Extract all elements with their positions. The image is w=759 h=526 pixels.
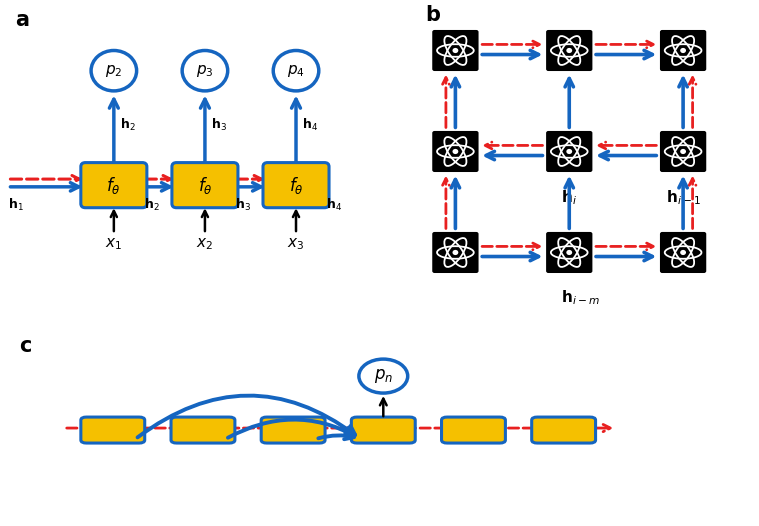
Text: $p_n$: $p_n$	[373, 367, 393, 385]
Text: c: c	[19, 336, 31, 356]
Text: $\mathbf{h}_2$: $\mathbf{h}_2$	[144, 197, 160, 214]
Text: $\mathbf{h}_3$: $\mathbf{h}_3$	[211, 117, 226, 134]
Circle shape	[452, 149, 458, 154]
Text: $\mathbf{h}_4$: $\mathbf{h}_4$	[302, 117, 318, 134]
Circle shape	[680, 250, 686, 255]
Text: $p_3$: $p_3$	[196, 63, 214, 79]
Text: $x_2$: $x_2$	[197, 236, 213, 252]
Text: $\mathbf{h}_4$: $\mathbf{h}_4$	[326, 197, 342, 214]
FancyBboxPatch shape	[171, 417, 235, 443]
Circle shape	[182, 50, 228, 91]
Text: $p_4$: $p_4$	[287, 63, 305, 79]
Circle shape	[452, 48, 458, 53]
FancyBboxPatch shape	[660, 232, 707, 273]
Text: $\mathbf{h}_{i-m}$: $\mathbf{h}_{i-m}$	[561, 288, 600, 307]
FancyBboxPatch shape	[81, 163, 147, 208]
Text: $x_3$: $x_3$	[288, 236, 304, 252]
Circle shape	[680, 48, 686, 53]
Circle shape	[680, 149, 686, 154]
Circle shape	[566, 48, 572, 53]
Circle shape	[566, 149, 572, 154]
Ellipse shape	[359, 359, 408, 393]
Circle shape	[566, 250, 572, 255]
Text: $f_\theta$: $f_\theta$	[197, 175, 213, 196]
Circle shape	[91, 50, 137, 91]
Circle shape	[452, 250, 458, 255]
FancyBboxPatch shape	[546, 131, 593, 172]
Text: $f_\theta$: $f_\theta$	[106, 175, 121, 196]
FancyBboxPatch shape	[546, 30, 593, 71]
FancyBboxPatch shape	[442, 417, 505, 443]
FancyBboxPatch shape	[261, 417, 325, 443]
FancyBboxPatch shape	[433, 131, 479, 172]
FancyBboxPatch shape	[660, 30, 707, 71]
FancyBboxPatch shape	[81, 417, 145, 443]
FancyBboxPatch shape	[433, 232, 479, 273]
Text: $\mathbf{h}_2$: $\mathbf{h}_2$	[120, 117, 135, 134]
Text: $x_1$: $x_1$	[106, 236, 122, 252]
Text: $\mathbf{h}_i$: $\mathbf{h}_i$	[562, 188, 577, 207]
FancyBboxPatch shape	[351, 417, 415, 443]
Text: a: a	[15, 10, 29, 30]
Text: $f_\theta$: $f_\theta$	[288, 175, 304, 196]
Circle shape	[273, 50, 319, 91]
FancyBboxPatch shape	[546, 232, 593, 273]
Text: b: b	[425, 5, 440, 25]
FancyBboxPatch shape	[532, 417, 596, 443]
FancyBboxPatch shape	[263, 163, 329, 208]
FancyBboxPatch shape	[172, 163, 238, 208]
FancyBboxPatch shape	[660, 131, 707, 172]
Text: $\mathbf{h}_{i-1}$: $\mathbf{h}_{i-1}$	[666, 188, 701, 207]
Text: $\mathbf{h}_3$: $\mathbf{h}_3$	[235, 197, 251, 214]
FancyBboxPatch shape	[433, 30, 479, 71]
Text: $\mathbf{h}_1$: $\mathbf{h}_1$	[8, 197, 24, 214]
Text: $p_2$: $p_2$	[106, 63, 122, 79]
